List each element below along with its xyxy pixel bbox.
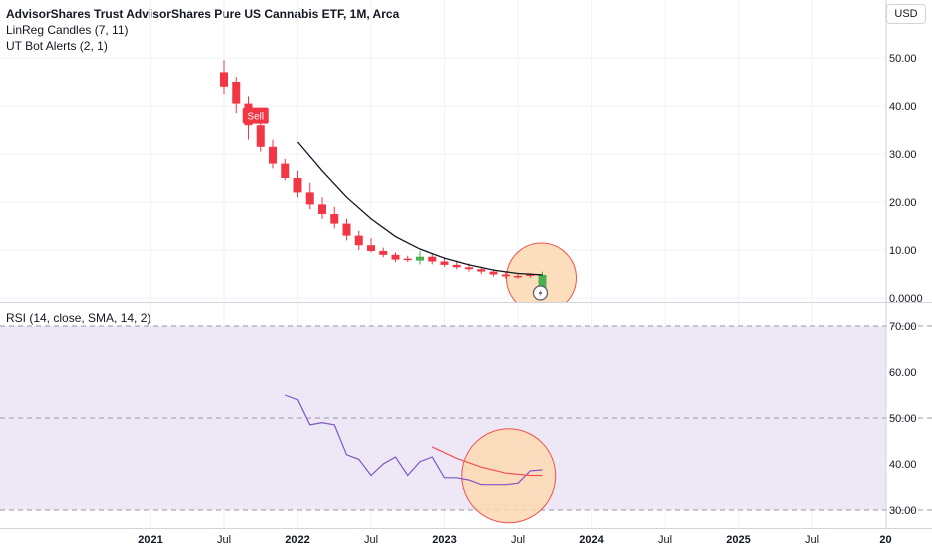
candle-body: [354, 235, 363, 246]
linreg-curve: [297, 141, 543, 276]
time-axis-label: 2023: [432, 534, 456, 546]
candle-body: [416, 256, 424, 261]
candle-body: [367, 245, 375, 251]
sell-signal-badge: [242, 107, 269, 124]
candle-body: [477, 269, 486, 272]
time-axis-label: 2022: [285, 534, 309, 546]
sell-signal-label: Sell: [247, 112, 264, 123]
candle-body: [501, 274, 510, 277]
highlight-circle: [506, 242, 577, 302]
price-axis-tick: 40.00: [889, 101, 917, 113]
time-axis-label: Jul: [364, 534, 378, 546]
rsi-axis-tick: 60.00: [889, 367, 917, 379]
candle-body: [305, 192, 314, 205]
candle-body: [452, 264, 461, 268]
time-axis-label: 20: [879, 534, 891, 546]
time-axis-label: 2021: [138, 534, 162, 546]
rsi-indicator-label[interactable]: RSI (14, close, SMA, 14, 2): [6, 311, 152, 325]
price-axis-tick: 0.0000: [889, 293, 923, 305]
candle-body: [465, 267, 473, 270]
rsi-axis-tick: 40.00: [889, 459, 917, 471]
indicator-linreg-label[interactable]: LinReg Candles (7, 11): [6, 23, 129, 37]
indicator-utbot-label[interactable]: UT Bot Alerts (2, 1): [6, 39, 108, 53]
candle-body: [342, 223, 351, 236]
candle-body: [232, 82, 241, 104]
candle-body: [256, 125, 265, 147]
time-axis-label: 2024: [579, 534, 604, 546]
candle-body: [269, 146, 277, 164]
time-axis-label: Jul: [805, 534, 819, 546]
time-axis-label: 2025: [726, 534, 750, 546]
candle-body: [526, 274, 535, 276]
price-axis-tick: 10.00: [889, 245, 917, 257]
price-axis-tick: 50.00: [889, 53, 917, 65]
time-axis: 2021 Jul 2022 Jul 2023 Jul 2024 Jul 2025 Jul 20: [138, 534, 891, 546]
candle-body: [514, 275, 522, 278]
time-axis-label: Jul: [217, 534, 231, 546]
candle-body: [220, 72, 228, 87]
candle-body: [440, 261, 449, 265]
price-pane: 50.00 40.00 30.00 20.00 10.00 0.0000 Sell: [0, 0, 923, 305]
rsi-axis-tick: 30.00: [889, 505, 917, 517]
chart-title: AdvisorShares Trust AdvisorShares Pure U…: [6, 7, 400, 21]
rsi-axis-tick: 50.00: [889, 413, 917, 425]
currency-button[interactable]: USD: [886, 4, 926, 24]
rsi-highlight-circle: [461, 428, 557, 524]
rsi-line: [285, 394, 543, 486]
candle-body: [403, 258, 412, 261]
time-axis-label: Jul: [658, 534, 672, 546]
candle-body: [428, 256, 437, 262]
lightning-icon: [538, 289, 543, 297]
rsi-pane: 70.00 60.00 50.00 40.00 30.00: [0, 304, 932, 528]
rsi-ma-line: [431, 446, 543, 477]
candle-body: [318, 204, 326, 214]
rsi-axis-tick: 70.00: [889, 321, 917, 333]
candle-body: [330, 214, 339, 224]
price-axis-tick: 30.00: [889, 149, 917, 161]
candle-body: [293, 178, 302, 193]
candle-body: [281, 163, 290, 178]
candle-body: [489, 271, 498, 275]
price-axis-tick: 20.00: [889, 197, 917, 209]
candle-body: [391, 254, 400, 260]
candle-body: [379, 250, 388, 255]
time-axis-label: Jul: [511, 534, 525, 546]
candle-body: [538, 274, 547, 293]
